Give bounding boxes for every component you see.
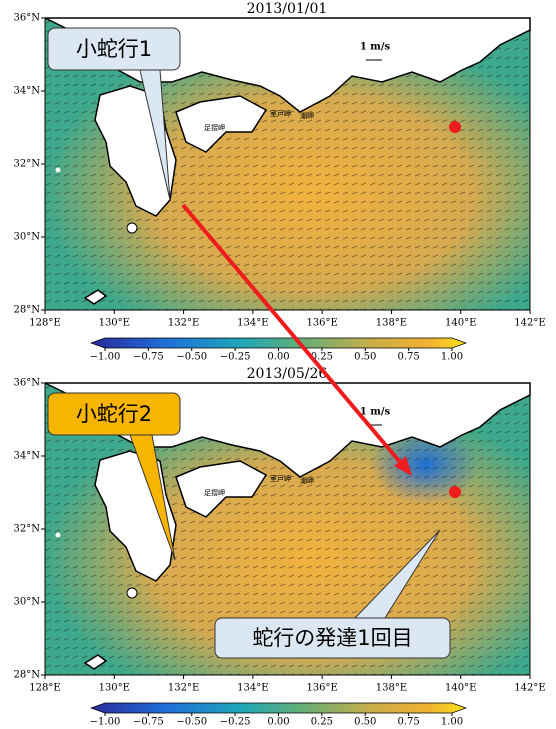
lon-tick-label: 140°E — [445, 318, 476, 329]
colorbar-tick-label: 0.00 — [267, 352, 289, 363]
lon-tick-label: 130°E — [99, 683, 130, 694]
colorbar-tick-label: 1.00 — [441, 352, 463, 363]
place-label: 室戸岬 — [270, 474, 291, 483]
lon-tick-label: 138°E — [376, 318, 407, 329]
colorbar-tick-label: −0.75 — [133, 717, 164, 728]
lon-tick-label: 142°E — [514, 683, 545, 694]
colorbar-tick-label: 1.00 — [441, 717, 463, 728]
lon-tick-label: 132°E — [168, 318, 199, 329]
lon-tick-label: 140°E — [445, 683, 476, 694]
scale-label: 1 m/s — [360, 407, 391, 418]
lon-tick-label: 134°E — [237, 318, 268, 329]
colorbar-tick-label: −0.50 — [176, 352, 207, 363]
lat-tick-label: 30°N — [14, 232, 41, 243]
lat-tick-label: 32°N — [14, 524, 41, 535]
colorbar-tick-label: 0.50 — [354, 717, 376, 728]
colorbar — [89, 337, 468, 349]
colorbar-tick-label: 0.50 — [354, 352, 376, 363]
colorbar-tick-label: −0.50 — [176, 717, 207, 728]
colorbar-tick-label: −0.25 — [220, 717, 251, 728]
panel-title: 2013/01/01 — [247, 1, 328, 17]
colorbar-tick-label: 0.75 — [397, 352, 419, 363]
colorbar-tick-label: −0.25 — [220, 352, 251, 363]
colorbar-tick-label: 0.25 — [311, 352, 333, 363]
lon-tick-label: 136°E — [306, 683, 337, 694]
place-label: 潮岬 — [300, 111, 314, 120]
lat-tick-label: 34°N — [14, 451, 41, 462]
lat-tick-label: 34°N — [14, 86, 41, 97]
station-dot — [449, 121, 461, 133]
lat-tick-label: 28°N — [14, 305, 41, 316]
callout-text: 小蛇行2 — [76, 402, 152, 426]
station-dot — [449, 486, 461, 498]
lat-tick-label: 36°N — [14, 378, 41, 389]
callout-box — [47, 27, 181, 71]
lon-tick-label: 142°E — [514, 318, 545, 329]
callout-box — [214, 617, 451, 659]
colorbar-tick-label: −1.00 — [90, 717, 121, 728]
panel-title: 2013/05/26 — [247, 366, 328, 382]
lat-tick-label: 28°N — [14, 670, 41, 681]
scale-label: 1 m/s — [360, 42, 391, 53]
place-label: 潮岬 — [300, 476, 314, 485]
lon-tick-label: 132°E — [168, 683, 199, 694]
place-label: 足摺岬 — [204, 488, 225, 497]
colorbar-tick-label: 0.25 — [311, 717, 333, 728]
lon-tick-label: 134°E — [237, 683, 268, 694]
colorbar-tick-label: −1.00 — [90, 352, 121, 363]
lat-tick-label: 36°N — [14, 13, 41, 24]
lon-tick-label: 130°E — [99, 318, 130, 329]
colorbar-tick-label: 0.75 — [397, 717, 419, 728]
colorbar-tick-label: 0.00 — [267, 717, 289, 728]
colorbar-tick-label: −0.75 — [133, 352, 164, 363]
callout-text: 蛇行の発達1回目 — [252, 626, 412, 650]
lon-tick-label: 138°E — [376, 683, 407, 694]
callout-box — [47, 392, 181, 436]
lat-tick-label: 32°N — [14, 159, 41, 170]
red-arrow-head — [394, 456, 412, 476]
place-label: 室戸岬 — [270, 109, 291, 118]
colorbar — [89, 702, 468, 714]
lon-tick-label: 128°E — [29, 318, 60, 329]
lon-tick-label: 136°E — [306, 318, 337, 329]
place-label: 足摺岬 — [204, 123, 225, 132]
lat-tick-label: 30°N — [14, 597, 41, 608]
callout-text: 小蛇行1 — [76, 37, 152, 61]
red-arrow — [181, 203, 407, 470]
lon-tick-label: 128°E — [29, 683, 60, 694]
